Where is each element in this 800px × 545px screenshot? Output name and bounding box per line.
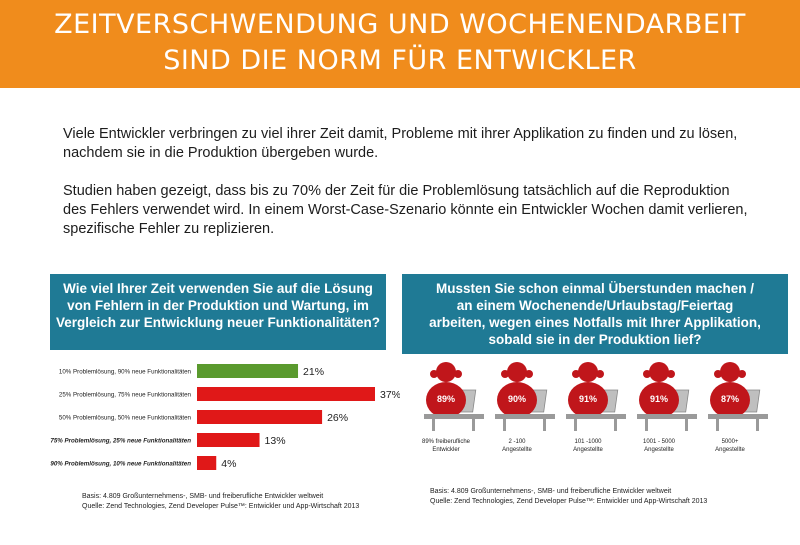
pictogram-value-label: 89%: [437, 394, 455, 404]
source-note-2: Basis: 4.809 Großunternehmens-, SMB- und…: [430, 487, 707, 507]
pictogram-category-line-1: 101 -1000: [574, 439, 602, 445]
question-1-line-3: Vergleich zur Entwicklung neuer Funktion…: [55, 315, 381, 330]
header-banner: ZEITVERSCHWENDUNG UND WOCHENENDARBEIT SI…: [0, 0, 800, 88]
pictogram-category-label: 2 -100 Angestellte: [482, 439, 552, 454]
intro-p1-line-1: Viele Entwickler verbringen zu viel ihre…: [63, 126, 738, 142]
bar-value-label: 37%: [380, 389, 400, 401]
bar-value-label: 26%: [327, 412, 348, 424]
pictogram-category-line-2: Angestellte: [644, 446, 674, 453]
intro-p2-line-2: des Fehlers verwendet wird. In einem Wor…: [63, 202, 748, 218]
bar-category-label: 75% Problemlösung, 25% neue Funktionalit…: [50, 438, 191, 445]
bar: [197, 387, 375, 401]
source-2-line-2: Quelle: Zend Technologies, Zend Develope…: [430, 498, 708, 505]
source-2-line-1: Basis: 4.809 Großunternehmens-, SMB- und…: [430, 488, 672, 495]
pictogram-category-label: 101 -1000 Angestellte: [553, 439, 623, 454]
question-1-line-1: Wie viel Ihrer Zeit verwenden Sie auf di…: [63, 281, 373, 296]
intro-paragraph-2: Studien haben gezeigt, dass bis zu 70% d…: [63, 182, 763, 239]
pictogram-value-label: 91%: [650, 394, 668, 404]
pictogram-category-line-1: 2 -100: [508, 439, 526, 445]
intro-paragraph-1: Viele Entwickler verbringen zu viel ihre…: [63, 125, 763, 163]
source-note-1: Basis: 4.809 Großunternehmens-, SMB- und…: [82, 492, 359, 512]
pictogram-value-label: 87%: [721, 394, 739, 404]
question-2-line-3: arbeiten, wegen eines Notfalls mit Ihrer…: [429, 315, 761, 330]
question-2-line-1: Mussten Sie schon einmal Überstunden mac…: [435, 281, 755, 296]
pictogram-category-line-2: Entwickler: [432, 446, 460, 453]
question-1-box: Wie viel Ihrer Zeit verwenden Sie auf di…: [50, 274, 386, 350]
stressed-developer-icon: [495, 362, 555, 431]
question-2-line-2: an einem Wochenende/Urlaubstag/Feiertag: [456, 298, 734, 313]
bar-value-label: 4%: [221, 458, 236, 470]
source-1-line-1: Basis: 4.809 Großunternehmens-, SMB- und…: [82, 493, 324, 500]
page-title-line-2: SIND DIE NORM FÜR ENTWICKLER: [163, 45, 637, 76]
bar: [197, 364, 299, 378]
pictogram-category-line-1: 5000+: [721, 439, 739, 445]
pictogram-category-line-1: 1001 - 5000: [642, 439, 676, 445]
page-title-line-1: ZEITVERSCHWENDUNG UND WOCHENENDARBEIT: [54, 9, 746, 40]
bar-category-label: 90% Problemlösung, 10% neue Funktionalit…: [50, 461, 191, 468]
pictogram-category-line-2: Angestellte: [502, 446, 532, 453]
question-2-box: Mussten Sie schon einmal Überstunden mac…: [402, 274, 788, 354]
intro-p2-line-3: spezifische Fehler zu replizieren.: [63, 221, 275, 237]
pictogram-value-label: 90%: [508, 394, 526, 404]
question-1-line-2: von Fehlern in der Produktion und Wartun…: [67, 298, 369, 313]
pictogram-category-label: 5000+ Angestellte: [695, 439, 765, 454]
intro-p1-line-2: nachdem sie in die Produktion übergeben …: [63, 145, 379, 161]
bar-value-label: 21%: [303, 366, 324, 378]
pictogram-category-label: 1001 - 5000 Angestellte: [624, 439, 694, 454]
bar: [197, 456, 217, 470]
intro-p2-line-1: Studien haben gezeigt, dass bis zu 70% d…: [63, 183, 730, 199]
bar: [197, 433, 260, 447]
bar-chart: 10% Problemlösung, 90% neue Funktionalit…: [50, 364, 400, 470]
stressed-developer-icon: [708, 362, 768, 431]
question-2-line-4: sobald sie in der Produktion lief?: [488, 332, 702, 347]
pictogram-category-line-2: Angestellte: [573, 446, 603, 453]
pictogram-category-line-2: Angestellte: [715, 446, 745, 453]
bar-value-label: 13%: [265, 435, 286, 447]
bar-category-label: 10% Problemlösung, 90% neue Funktionalit…: [59, 369, 192, 376]
stressed-developer-icon: [566, 362, 626, 431]
pictogram-category-label: 89% freiberufliche Entwickler: [411, 439, 481, 454]
source-1-line-2: Quelle: Zend Technologies, Zend Develope…: [82, 503, 360, 510]
pictogram-value-label: 91%: [579, 394, 597, 404]
bar: [197, 410, 323, 424]
bar-category-label: 25% Problemlösung, 75% neue Funktionalit…: [59, 392, 192, 399]
stressed-developer-icon: [424, 362, 484, 431]
pictogram-category-line-1: 89% freiberufliche: [421, 439, 471, 445]
pictogram-chart: 89% 90% 91% 91% 87%: [424, 362, 768, 431]
bar-category-label: 50% Problemlösung, 50% neue Funktionalit…: [59, 415, 192, 422]
stressed-developer-icon: [637, 362, 697, 431]
